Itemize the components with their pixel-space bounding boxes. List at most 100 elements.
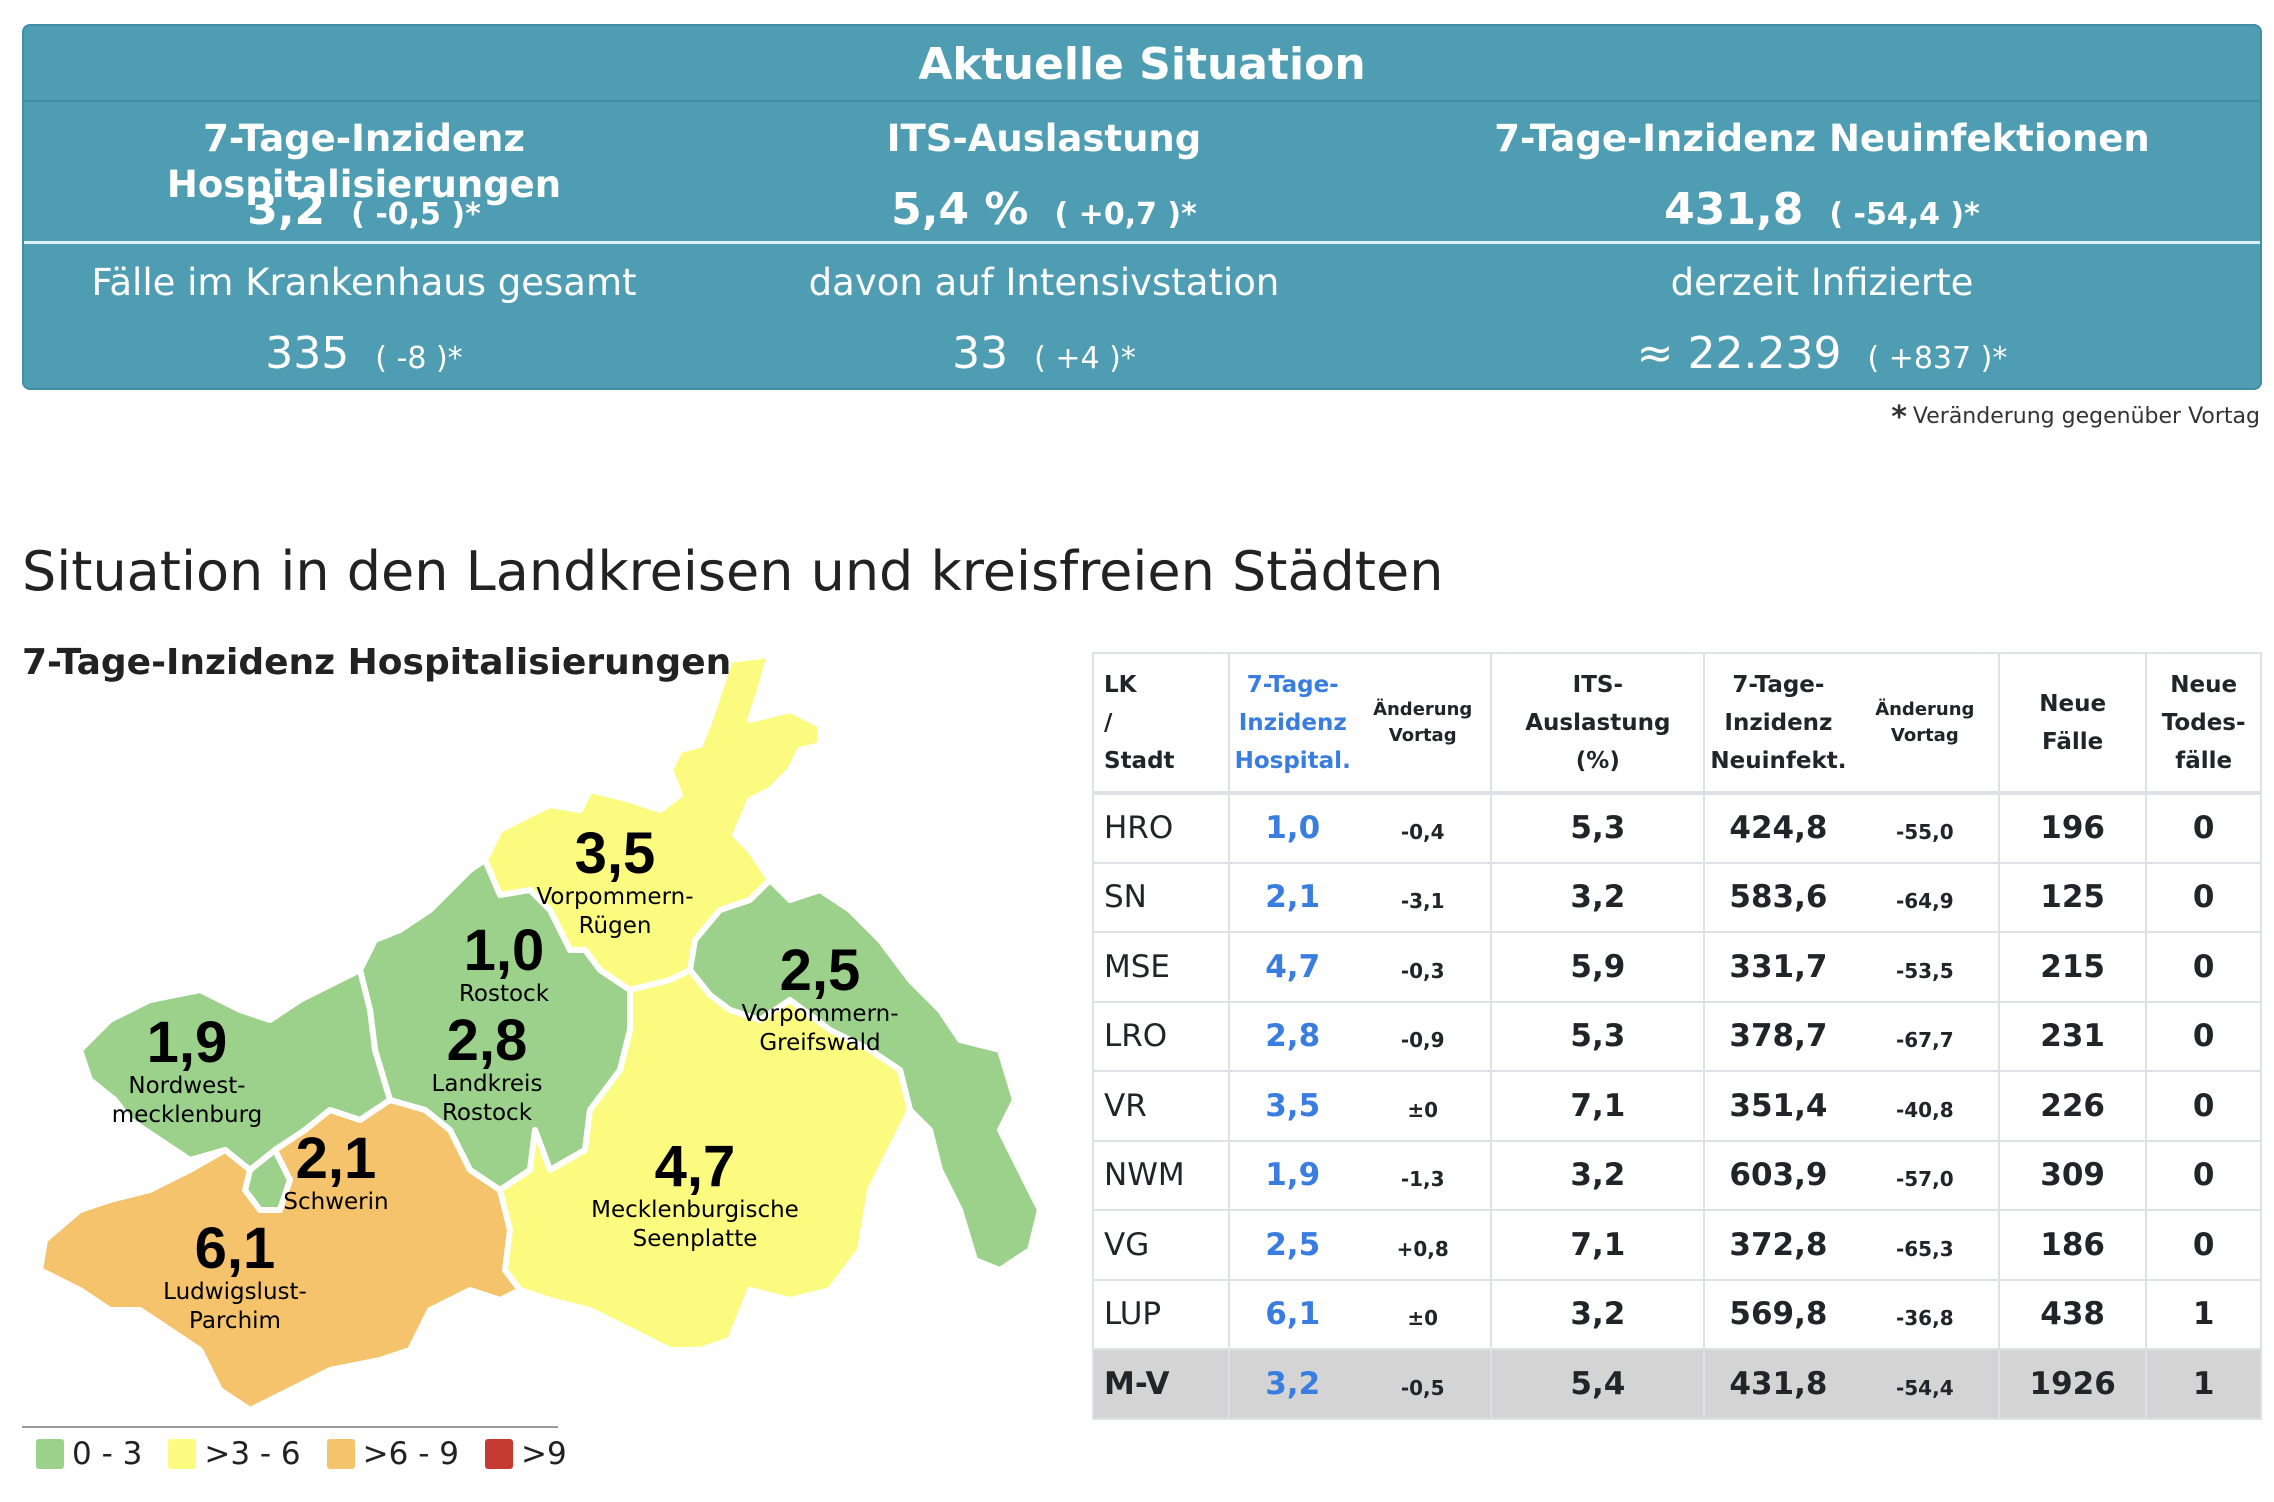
footnote-text: Veränderung gegenüber Vortag — [1912, 404, 2260, 429]
cell-hosp: 2,8 — [1228, 1000, 1355, 1072]
cell-its: 3,2 — [1490, 861, 1706, 933]
metric-value: 5,4 % — [891, 184, 1029, 235]
cell-neuinf: 603,9 — [1703, 1139, 1852, 1211]
map-label-sn: 2,1 Schwerin — [283, 1130, 388, 1217]
legend-swatch-red — [485, 1439, 513, 1469]
metric-value: 33 — [952, 328, 1009, 379]
region-name: Rostock — [441, 1100, 533, 1126]
cell-neuinf-change: -64,9 — [1851, 861, 2000, 933]
metric-delta: ( -54,4 )* — [1829, 197, 1980, 232]
region-name: Landkreis — [431, 1071, 543, 1097]
header-neuinf-incidence[interactable]: 7-Tage- Inzidenz Neuinfekt. — [1703, 652, 1852, 795]
cell-stadt: LRO — [1091, 1000, 1231, 1072]
cell-its: 5,3 — [1490, 792, 1706, 864]
metric-delta: ( -0,5 )* — [351, 197, 481, 232]
cell-neuinf-change: -54,4 — [1851, 1348, 2000, 1420]
metric-new-infection-incidence: 7-Tage-Inzidenz Neuinfektionen 431,8 ( -5… — [1384, 102, 2260, 241]
legend-label: >9 — [521, 1436, 567, 1472]
region-value: 2,1 — [295, 1126, 377, 1191]
cell-its: 3,2 — [1490, 1139, 1706, 1211]
cell-neuinf: 583,6 — [1703, 861, 1852, 933]
map-label-vg: 2,5 Vorpommern- Greifswald — [741, 942, 898, 1058]
cell-hosp-change: ±0 — [1354, 1278, 1493, 1350]
region-name: Nordwest- — [128, 1073, 246, 1099]
header-new-cases[interactable]: Neue Fälle — [1997, 652, 2148, 795]
asterisk-icon: * — [1891, 400, 1907, 435]
cell-stadt: VG — [1091, 1209, 1231, 1281]
cell-neuinf: 378,7 — [1703, 1000, 1852, 1072]
legend-item-over-9: >9 — [485, 1436, 567, 1472]
region-name: Mecklenburgische — [591, 1197, 799, 1223]
cell-its: 5,9 — [1490, 931, 1706, 1003]
cell-neue-faelle: 438 — [1997, 1278, 2148, 1350]
metric-label: ITS-Auslastung — [886, 117, 1202, 160]
legend-item-0-3: 0 - 3 — [36, 1436, 142, 1472]
cell-neuinf-change: -57,0 — [1851, 1139, 2000, 1211]
cell-its: 5,3 — [1490, 1000, 1706, 1072]
cell-hosp-change: -0,9 — [1354, 1000, 1493, 1072]
metric-icu-cases: davon auf Intensivstation 33 ( +4 )* — [704, 244, 1384, 386]
header-neuinf-change[interactable]: Änderung Vortag — [1851, 652, 2000, 795]
region-name: Rügen — [578, 913, 652, 939]
table-row: MSE 4,7 -0,3 5,9 331,7 -53,5 215 0 — [1091, 931, 2262, 1003]
table-body: HRO 1,0 -0,4 5,3 424,8 -55,0 196 0 SN 2,1 -3,1 3,2 5… — [1091, 792, 2262, 1420]
summary-row-indicators: 7-Tage-Inzidenz Hospitalisierungen 3,2 ( … — [24, 102, 2260, 244]
metric-its-occupancy: ITS-Auslastung 5,4 % ( +0,7 )* — [704, 102, 1384, 241]
metric-label: 7-Tage-Inzidenz Hospitalisierungen — [166, 117, 562, 206]
region-mse[interactable] — [497, 967, 913, 1353]
current-situation-card: Aktuelle Situation 7-Tage-Inzidenz Hospi… — [22, 24, 2262, 390]
cell-todesfaelle: 0 — [2145, 931, 2262, 1003]
header-hosp-change[interactable]: Änderung Vortag — [1354, 652, 1493, 795]
metric-hospital-cases: Fälle im Krankenhaus gesamt 335 ( -8 )* — [24, 244, 704, 386]
cell-todesfaelle: 1 — [2145, 1278, 2262, 1350]
cell-hosp: 2,5 — [1228, 1209, 1355, 1281]
legend-label: >6 - 9 — [362, 1436, 459, 1472]
cell-neuinf: 331,7 — [1703, 931, 1852, 1003]
metric-delta: ( +4 )* — [1034, 341, 1136, 376]
metric-value: 3,2 — [247, 184, 326, 235]
cell-neuinf: 569,8 — [1703, 1278, 1852, 1350]
cell-neuinf-change: -55,0 — [1851, 792, 2000, 864]
cell-neue-faelle: 125 — [1997, 861, 2148, 933]
region-lup[interactable] — [37, 1097, 523, 1413]
table-row: VG 2,5 +0,8 7,1 372,8 -65,3 186 0 — [1091, 1209, 2262, 1281]
district-table: LK / Stadt 7-Tage- Inzidenz Hospital. Änderu… — [1091, 652, 2262, 1420]
cell-its: 7,1 — [1490, 1070, 1706, 1142]
cell-hosp: 4,7 — [1228, 931, 1355, 1003]
cell-neuinf-change: -40,8 — [1851, 1070, 2000, 1142]
header-hosp-incidence[interactable]: 7-Tage- Inzidenz Hospital. — [1228, 652, 1355, 795]
table-row: NWM 1,9 -1,3 3,2 603,9 -57,0 309 0 — [1091, 1139, 2262, 1211]
cell-neue-faelle: 196 — [1997, 792, 2148, 864]
cell-todesfaelle: 0 — [2145, 1139, 2262, 1211]
table-row: SN 2,1 -3,1 3,2 583,6 -64,9 125 0 — [1091, 861, 2262, 933]
metric-label: derzeit Infizierte — [1670, 261, 1974, 304]
table-row: LRO 2,8 -0,9 5,3 378,7 -67,7 231 0 — [1091, 1000, 2262, 1072]
cell-its: 5,4 — [1490, 1348, 1706, 1420]
cell-stadt: MSE — [1091, 931, 1231, 1003]
district-table-container: LK / Stadt 7-Tage- Inzidenz Hospital. Änderu… — [1091, 652, 2262, 1420]
legend-item-6-9: >6 - 9 — [326, 1436, 459, 1472]
cell-hosp-change: -0,3 — [1354, 931, 1493, 1003]
cell-neue-faelle: 1926 — [1997, 1348, 2148, 1420]
region-value: 2,5 — [779, 938, 861, 1003]
header-new-deaths[interactable]: Neue Todes-fälle — [2145, 652, 2262, 795]
legend-label: >3 - 6 — [204, 1436, 301, 1472]
cell-todesfaelle: 0 — [2145, 1209, 2262, 1281]
cell-neuinf-change: -53,5 — [1851, 931, 2000, 1003]
map-label-vr: 3,5 Vorpommern- Rügen — [536, 825, 693, 941]
map-label-mse: 4,7 Mecklenburgische Seenplatte — [591, 1138, 799, 1254]
metric-delta: ( +0,7 )* — [1054, 197, 1197, 232]
cell-todesfaelle: 0 — [2145, 861, 2262, 933]
cell-neuinf: 424,8 — [1703, 792, 1852, 864]
header-its[interactable]: ITS- Auslastung (%) — [1490, 652, 1706, 795]
metric-label: Fälle im Krankenhaus gesamt — [91, 261, 637, 304]
region-value: 1,0 — [463, 918, 545, 983]
region-name: Vorpommern- — [741, 1001, 899, 1027]
cell-neue-faelle: 215 — [1997, 931, 2148, 1003]
cell-stadt: VR — [1091, 1070, 1231, 1142]
table-row: LUP 6,1 ±0 3,2 569,8 -36,8 438 1 — [1091, 1278, 2262, 1350]
header-stadt[interactable]: LK / Stadt — [1091, 652, 1231, 795]
legend-label: 0 - 3 — [72, 1436, 143, 1472]
metric-value: ≈ 22.239 — [1636, 328, 1842, 379]
table-total-row: M-V 3,2 -0,5 5,4 431,8 -54,4 1926 1 — [1091, 1348, 2262, 1420]
